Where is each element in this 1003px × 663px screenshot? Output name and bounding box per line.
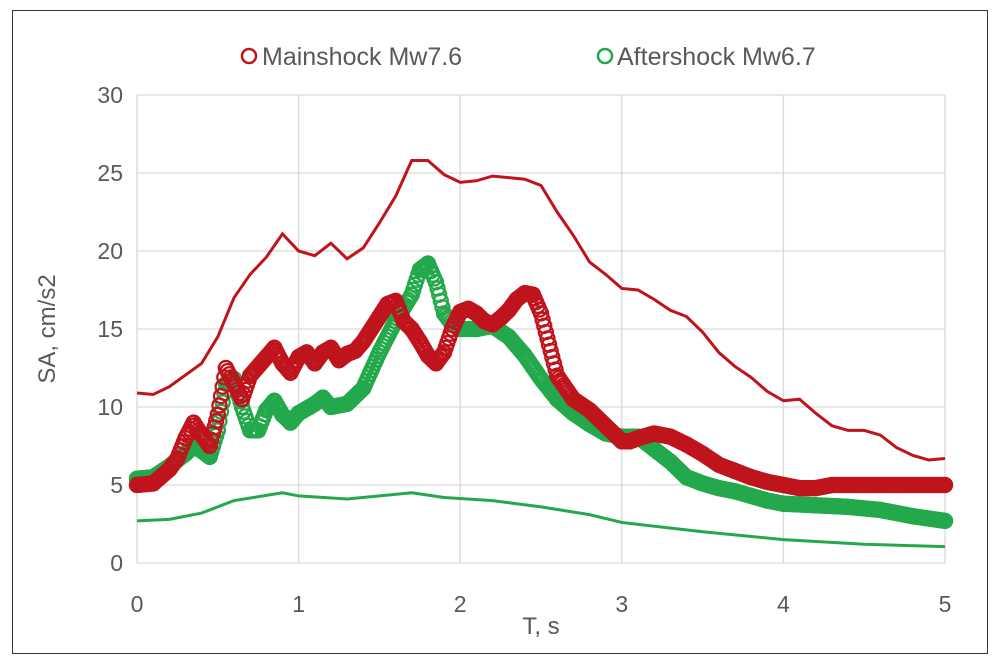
data-point-interp (211, 397, 228, 414)
data-point-interp (212, 387, 230, 405)
y-tick-label: 20 (97, 238, 123, 264)
y-tick-label: 25 (97, 160, 123, 186)
data-point-interp (209, 406, 226, 423)
data-point-interp (166, 454, 183, 471)
series-markers (128, 255, 954, 530)
legend-label-aftershock: Aftershock Mw6.7 (617, 43, 816, 71)
series-lines (136, 159, 946, 549)
y-tick-label: 5 (110, 472, 123, 498)
y-tick-label: 15 (97, 316, 123, 342)
x-tick-label: 3 (615, 591, 628, 617)
x-tick-label: 5 (939, 591, 952, 617)
legend-marker-aftershock (596, 47, 614, 65)
y-axis-title: SA, cm/s2 (34, 274, 61, 383)
x-tick-label: 2 (454, 591, 467, 617)
tick-labels: 0 1 2 3 4 5 0 5 10 15 20 25 30 (97, 82, 951, 617)
x-tick-label: 0 (131, 591, 144, 617)
data-point-interp (936, 476, 954, 494)
x-axis-title: T, s (522, 613, 559, 640)
legend: Mainshock Mw7.6 Aftershock Mw6.7 (240, 43, 816, 71)
chart-frame (12, 10, 988, 654)
y-tick-label: 0 (110, 550, 123, 576)
x-tick-label: 4 (777, 591, 790, 617)
data-point-interp (936, 512, 954, 530)
x-tick-label: 1 (292, 591, 305, 617)
data-point-interp (432, 348, 449, 365)
series-line-red (136, 159, 946, 462)
legend-marker-mainshock (240, 47, 258, 65)
y-tick-label: 30 (97, 82, 123, 108)
markers-mainshock (128, 284, 954, 497)
legend-label-mainshock: Mainshock Mw7.6 (262, 43, 462, 71)
data-point-interp (208, 412, 225, 430)
y-tick-label: 10 (97, 394, 123, 420)
series-line-green (136, 491, 946, 549)
data-point-interp (212, 403, 230, 420)
